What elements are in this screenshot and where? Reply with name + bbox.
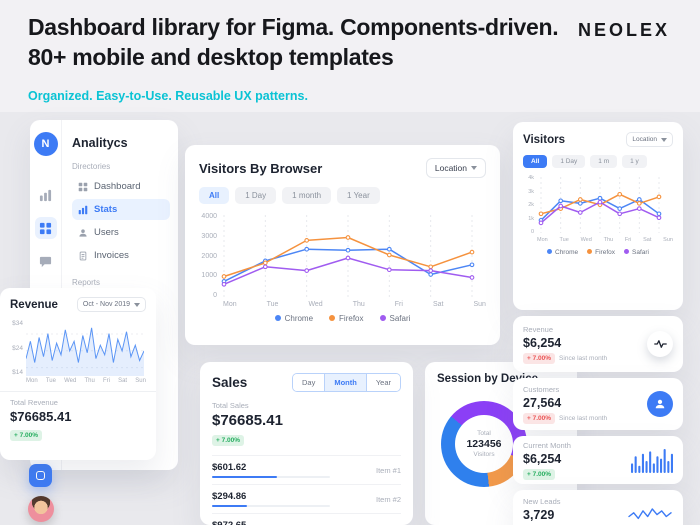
page-subtitle: Organized. Easy-to-Use. Reusable UX patt… bbox=[28, 89, 308, 103]
location-select[interactable]: Location bbox=[425, 158, 486, 178]
sales-period-segmented: Day Month Year bbox=[292, 373, 401, 392]
session-donut-chart: Total 123456 Visitors bbox=[441, 401, 527, 487]
chevron-down-icon bbox=[661, 137, 667, 142]
tab-1-day[interactable]: 1 Day bbox=[552, 155, 586, 168]
page-title: Dashboard library for Figma. Components-… bbox=[28, 14, 559, 70]
donut-center-label: Total 123456 Visitors bbox=[466, 430, 502, 458]
revenue-title: Revenue bbox=[10, 298, 58, 311]
progress-bar bbox=[212, 476, 330, 478]
sales-item-row: $601.62 Item #1 bbox=[212, 455, 401, 484]
sales-item-list: $601.62 Item #1 $294.86 Item #2 $972.65 … bbox=[212, 455, 401, 525]
tab-1-month[interactable]: 1 month bbox=[282, 187, 332, 204]
sales-item-row: $294.86 Item #2 bbox=[212, 484, 401, 513]
sidebar-menu: Analitycs Directories Dashboard Stats Us… bbox=[62, 120, 178, 470]
tab-1-month[interactable]: 1 m bbox=[590, 155, 618, 168]
sidebar-item-invoices[interactable]: Invoices bbox=[72, 245, 170, 266]
directories-label: Directories bbox=[72, 162, 111, 171]
legend-safari: Safari bbox=[379, 314, 410, 323]
legend-safari: Safari bbox=[624, 249, 649, 256]
sidebar-item-users[interactable]: Users bbox=[72, 222, 170, 243]
sales-item-row: $972.65 Item #3 bbox=[212, 513, 401, 525]
session-title: Session by Device bbox=[437, 373, 538, 385]
tab-1-year[interactable]: 1 y bbox=[622, 155, 647, 168]
app-logo-icon[interactable]: N bbox=[33, 132, 58, 156]
app-name: Analitycs bbox=[72, 136, 128, 150]
tab-all[interactable]: All bbox=[523, 155, 548, 168]
revenue-card: Revenue Oct - Nov 2019 $34 $24 $14 Mon Tu… bbox=[0, 288, 156, 460]
location-select[interactable]: Location bbox=[626, 132, 673, 147]
chevron-down-icon bbox=[134, 302, 140, 307]
brand-logo: NEOLEX bbox=[577, 20, 670, 40]
legend-firefox: Firefox bbox=[329, 314, 364, 323]
users-icon bbox=[79, 228, 87, 237]
visitors-by-browser-card: Visitors By Browser Location All 1 Day 1… bbox=[185, 145, 500, 345]
stat-card-customers: Customers 27,564 + 7.00% Since last mont… bbox=[513, 378, 683, 430]
progress-bar bbox=[212, 505, 330, 507]
browser-chart-x-axis: Mon Tue Wed Thu Fri Sat Sun bbox=[223, 301, 486, 308]
chrome-dot-icon bbox=[547, 249, 552, 254]
stat-card-current-month: Current Month $6,254 + 7.00% bbox=[513, 436, 683, 484]
legend-firefox: Firefox bbox=[587, 249, 615, 256]
stat-card-new-leads: New Leads 3,729 + 7.00% bbox=[513, 490, 683, 525]
invoices-icon bbox=[79, 251, 87, 260]
legend-chrome: Chrome bbox=[547, 249, 578, 256]
chat-icon[interactable] bbox=[35, 250, 57, 272]
chrome-dot-icon bbox=[274, 315, 281, 321]
firefox-dot-icon bbox=[587, 249, 593, 254]
revenue-trend-badge: + 7.00% bbox=[10, 430, 43, 441]
segment-year[interactable]: Year bbox=[365, 374, 400, 391]
sidebar-item-dashboard[interactable]: Dashboard bbox=[72, 176, 170, 197]
revenue-y-axis: $34 $24 $14 bbox=[12, 320, 23, 376]
stat-card-revenue: Revenue $6,254 + 7.00% Since last month bbox=[513, 316, 683, 372]
app-shortcut-icon[interactable] bbox=[29, 464, 52, 487]
trend-badge: + 7.00% bbox=[523, 412, 556, 424]
segment-month[interactable]: Month bbox=[324, 374, 366, 391]
reports-label: Reports bbox=[72, 278, 101, 287]
sales-trend-badge: + 7.00% bbox=[212, 435, 245, 446]
segment-day[interactable]: Day bbox=[293, 374, 325, 391]
mini-line-chart bbox=[628, 508, 672, 520]
visitors-by-browser-title: Visitors By Browser bbox=[199, 160, 323, 176]
dashboard-icon bbox=[78, 182, 88, 191]
tab-1-day[interactable]: 1 Day bbox=[235, 187, 277, 204]
range-tabs: All 1 Day 1 m 1 y bbox=[523, 155, 673, 168]
revenue-area-chart bbox=[26, 327, 144, 376]
total-sales-value: $76685.41 bbox=[212, 412, 283, 429]
stats-icon bbox=[78, 205, 88, 214]
total-sales-label: Total Sales bbox=[212, 401, 249, 410]
trend-badge: + 7.00% bbox=[523, 352, 556, 364]
visitors-title: Visitors bbox=[523, 133, 565, 146]
visitors-mobile-card: Visitors Location All 1 Day 1 m 1 y 4k 3… bbox=[513, 122, 683, 310]
browser-line-chart bbox=[221, 215, 475, 297]
chevron-down-icon bbox=[471, 166, 477, 170]
revenue-x-axis: Mon Tue Wed Thu Fri Sat Sun bbox=[26, 378, 146, 384]
sales-card: Sales Day Month Year Total Sales $76685.… bbox=[200, 362, 413, 525]
visitors-line-chart bbox=[538, 177, 662, 233]
visitors-chart-x-axis: Mon Tue Wed Thu Fri Sat Sun bbox=[537, 237, 673, 243]
trend-badge: + 7.00% bbox=[523, 468, 556, 480]
user-avatar[interactable] bbox=[28, 496, 54, 522]
tab-all[interactable]: All bbox=[199, 187, 230, 204]
legend-chrome: Chrome bbox=[274, 314, 313, 323]
safari-dot-icon bbox=[379, 315, 386, 321]
visitors-chart-y-axis: 4k 3k 2k 1k 0 bbox=[528, 175, 534, 235]
safari-dot-icon bbox=[624, 249, 629, 254]
user-icon bbox=[647, 391, 673, 417]
range-tabs: All 1 Day 1 month 1 Year bbox=[199, 187, 486, 204]
browser-legend: Chrome Firefox Safari bbox=[199, 314, 486, 323]
sidebar-item-stats[interactable]: Stats bbox=[72, 199, 170, 220]
visitors-legend: Chrome Firefox Safari bbox=[523, 249, 673, 256]
total-revenue-label: Total Revenue bbox=[10, 398, 58, 407]
tab-1-year[interactable]: 1 Year bbox=[337, 187, 380, 204]
grid-icon[interactable] bbox=[34, 217, 57, 239]
mini-bar-chart bbox=[631, 449, 673, 473]
activity-icon bbox=[647, 331, 673, 357]
browser-chart-y-axis: 4000 3000 2000 1000 0 bbox=[201, 213, 217, 299]
chart-bars-icon[interactable] bbox=[35, 184, 57, 206]
total-revenue-value: $76685.41 bbox=[10, 409, 72, 424]
revenue-period-select[interactable]: Oct - Nov 2019 bbox=[76, 297, 146, 312]
sales-title: Sales bbox=[212, 375, 248, 390]
firefox-dot-icon bbox=[329, 315, 336, 321]
